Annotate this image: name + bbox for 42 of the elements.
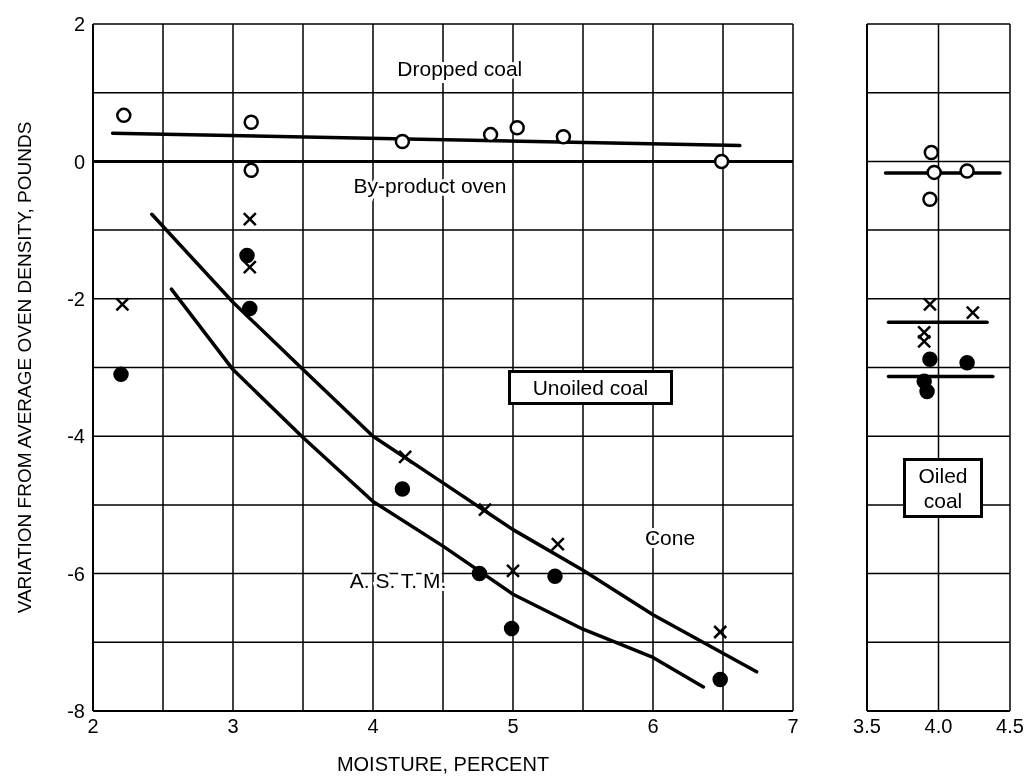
x-tick-label: 4.0	[924, 715, 953, 738]
point	[116, 107, 132, 124]
point	[113, 366, 129, 383]
y-tick-label: -8	[67, 700, 85, 723]
x-tick-label: 4.5	[996, 715, 1024, 738]
x-tick-label: 6	[647, 715, 659, 738]
annotation: Unoiled coal	[508, 370, 673, 406]
y-tick-label: -2	[67, 287, 85, 310]
point	[923, 144, 940, 161]
y-tick-label: 0	[73, 150, 85, 173]
x-tick-label: 3.5	[853, 715, 881, 738]
y-tick-label: -6	[67, 562, 85, 585]
point	[547, 568, 563, 585]
point	[503, 620, 520, 637]
y-tick-label: -4	[67, 425, 85, 448]
point	[713, 153, 730, 170]
point	[926, 164, 942, 181]
point	[712, 671, 728, 688]
x-axis-title: MOISTURE, PERCENT	[335, 753, 551, 776]
point	[922, 191, 938, 207]
x-tick-label: 3	[227, 715, 239, 738]
point	[394, 133, 411, 150]
point	[243, 114, 259, 130]
point	[959, 163, 975, 179]
point	[471, 565, 488, 582]
x-tick-label: 4	[367, 715, 379, 738]
point	[243, 162, 259, 179]
point	[509, 119, 525, 136]
point	[482, 126, 499, 143]
point	[239, 247, 255, 264]
point	[959, 354, 975, 371]
point	[555, 128, 572, 145]
annotation: Oiled coal	[903, 458, 983, 519]
point	[394, 481, 411, 497]
point	[922, 351, 938, 368]
point	[919, 383, 935, 400]
point	[242, 300, 258, 317]
y-tick-label: 2	[73, 13, 85, 36]
y-axis-title: VARIATION FROM AVERAGE OVEN DENSITY, POUNDS	[13, 121, 35, 614]
x-tick-label: 2	[87, 715, 99, 738]
x-tick-label: 5	[507, 715, 519, 738]
x-tick-label: 7	[787, 715, 799, 738]
